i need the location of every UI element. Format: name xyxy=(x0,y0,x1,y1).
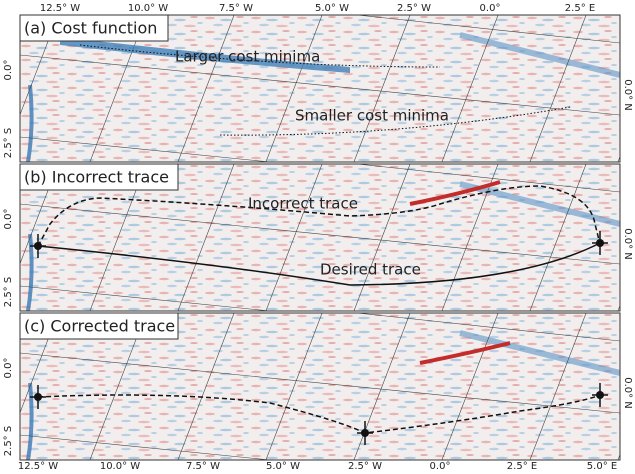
left-label: 2.5° S xyxy=(3,277,14,307)
left-label: 2.5° S xyxy=(3,426,14,456)
bottom-axis-label: 10.0° W xyxy=(100,461,140,472)
panel: (c) Corrected trace 0.0° 2.5° S 0.0° N xyxy=(0,293,635,474)
marker-dot xyxy=(596,239,604,247)
annotation: Desired trace xyxy=(320,261,421,279)
panel-title: (a) Cost function xyxy=(24,19,157,38)
top-axis-label: 10.0° W xyxy=(128,3,168,14)
top-axis-label: 2.5° W xyxy=(397,3,431,14)
annotation: Incorrect trace xyxy=(248,195,358,213)
right-label: 0.0° N xyxy=(622,377,633,409)
panel-title: (c) Corrected trace xyxy=(24,317,175,336)
panel-title: (b) Incorrect trace xyxy=(24,168,169,187)
bottom-axis-label: 5.0° W xyxy=(266,461,300,472)
figure: 12.5° W 10.0° W 7.5° W 5.0° W 2.5° W 0.0° 2.5°… xyxy=(0,0,635,474)
bottom-axis-label: 5.0° E xyxy=(587,461,617,472)
marker-dot xyxy=(34,393,42,401)
left-label: 0.0° xyxy=(3,60,14,81)
bottom-axis-label: 2.5° E xyxy=(507,461,537,472)
annotation: Smaller cost minima xyxy=(295,107,449,125)
bottom-axis-label: 2.5° W xyxy=(348,461,382,472)
top-axis-label: 2.5° E xyxy=(565,3,595,14)
bottom-axis-label: 12.5° W xyxy=(18,461,58,472)
marker-dot xyxy=(596,391,604,399)
top-axis-label: 5.0° W xyxy=(315,3,349,14)
annotation: Larger cost minima xyxy=(175,48,320,66)
right-label: 0.0° N xyxy=(622,228,633,260)
marker-dot xyxy=(361,429,369,437)
left-label: 2.5° S xyxy=(3,128,14,158)
left-label: 0.0° xyxy=(3,358,14,379)
top-axis-label: 7.5° W xyxy=(219,3,253,14)
top-axis-label: 12.5° W xyxy=(40,3,80,14)
bottom-axis-label: 7.5° W xyxy=(186,461,220,472)
top-axis-label: 0.0° xyxy=(480,3,501,14)
left-label: 0.0° xyxy=(3,209,14,230)
right-label: 0.0° N xyxy=(622,79,633,111)
marker-dot xyxy=(34,242,42,250)
bottom-axis-label: 0.0° xyxy=(430,461,451,472)
